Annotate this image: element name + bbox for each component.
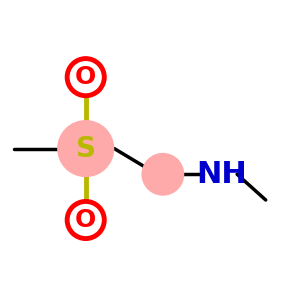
Text: S: S (76, 135, 96, 163)
Circle shape (57, 120, 114, 177)
Circle shape (141, 153, 184, 196)
Text: NH: NH (196, 160, 247, 189)
Text: O: O (75, 208, 96, 232)
Text: O: O (75, 65, 96, 89)
Circle shape (67, 201, 104, 238)
Circle shape (67, 58, 104, 96)
